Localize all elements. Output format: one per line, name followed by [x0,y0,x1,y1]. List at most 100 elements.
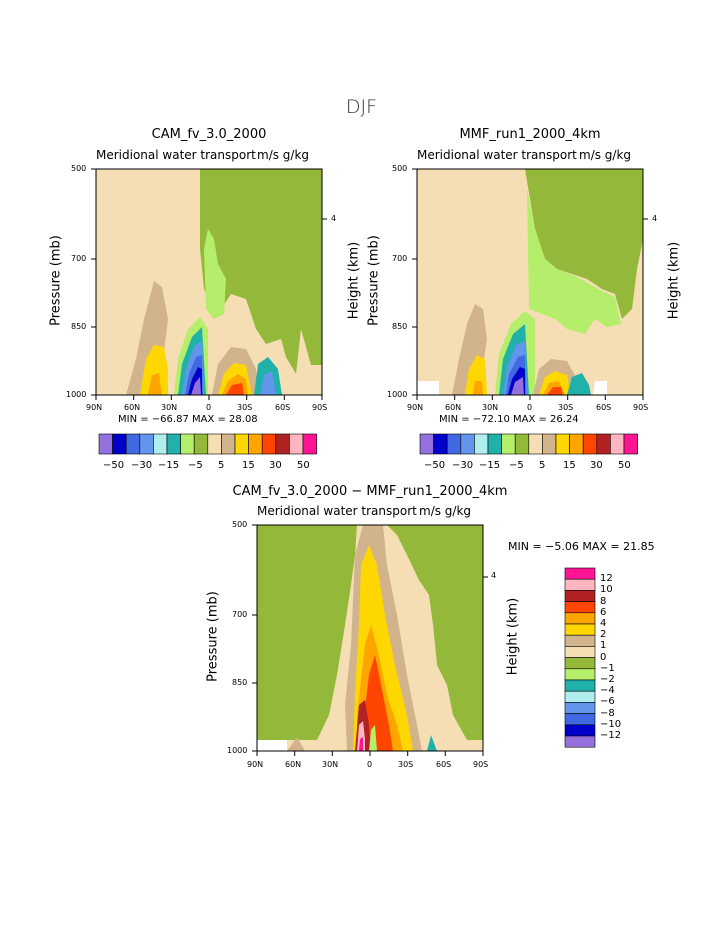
panel-left-ytick: 500 [71,164,87,173]
panel-left-cbar-swatch [221,433,236,455]
panel-left-cbar-label: −5 [188,460,203,471]
panel-right-cbar-label: 30 [590,460,603,471]
panel-diff-ytick: 850 [232,678,248,687]
panel-left-cbar-label: −15 [158,460,180,471]
panel-diff-xtick: 60N [285,760,302,769]
panel-diff-cbar-swatch [564,668,596,681]
panel-right-cbar-swatch [610,433,625,455]
panel-diff-cbar-label: 6 [600,606,607,618]
panel-left-xtick: 90S [312,403,328,412]
panel-left-cbar-label: 15 [242,460,255,471]
panel-diff-cbar-swatch [564,646,596,658]
panel-right-ylabel-right: Height (km) [666,241,682,320]
panel-left-cbar-swatch [275,433,290,455]
panel-diff-cbar-swatch [564,590,596,602]
panel-left-minmax: MIN = −66.87 MAX = 28.08 [118,414,258,425]
panel-right-colorbar [419,433,638,455]
panel-diff-ylabel: Pressure (mb) [205,591,221,682]
panel-right-xtick: 90S [633,403,649,412]
panel-left-right-tick: 4 [331,214,337,223]
panel-right-units: m/s g/kg [579,148,632,162]
panel-right-xtick: 0 [527,403,533,412]
panel-diff-cbar-swatch [564,634,596,647]
panel-diff-xtick: 0 [367,760,373,769]
panel-diff-ylabel-right: Height (km) [505,597,521,676]
panel-diff-xtick: 30S [398,760,414,769]
panel-right-xtick: 30N [482,403,499,412]
panel-left-title: CAM_fv_3.0_2000 [151,127,267,142]
panel-right-cbar-swatch [419,433,434,455]
panel-diff-cbar-label: −4 [600,685,615,697]
panel-right-cbar-swatch [569,433,584,455]
panel-right-xtick: 60S [596,403,612,412]
panel-diff-cbar-label: 1 [600,640,607,652]
panel-right-ytick: 1000 [387,390,408,399]
panel-left-ylabel-right: Height (km) [346,241,362,320]
panel-diff-xtick: 30N [322,760,339,769]
panel-right-cbar-swatch [528,433,543,455]
panel-diff-colorbar [564,567,596,748]
panel-right-cbar-swatch [596,433,611,455]
panel-right-minmax: MIN = −72.10 MAX = 26.24 [439,414,579,425]
panel-left-ytick: 700 [71,254,87,263]
panel-right-cbar-label: 5 [539,460,546,471]
panel-left-ytick: 1000 [66,390,87,399]
figure-title: DJF [345,96,378,118]
panel-diff-cbar-swatch [564,735,596,748]
panel-right-cbar-swatch [623,433,638,455]
panel-right-cbar-swatch [433,433,448,455]
panel-right-cbar-swatch [514,433,530,455]
panel-right-cbar-swatch [460,433,475,455]
panel-right-subtitle: Meridional water transport [417,148,577,162]
panel-right-cbar-label: −50 [424,460,446,471]
panel-left-cbar-swatch [98,433,113,455]
panel-left-cbar-swatch [302,433,317,455]
panel-diff-cbar-label: −1 [600,662,615,674]
panel-diff-ytick: 700 [232,610,248,619]
panel-right-cbar-label: 15 [563,460,576,471]
panel-right-cbar-swatch [487,433,502,455]
panel-diff-cbar-label: 4 [600,618,607,629]
panel-diff-cbar-swatch [564,702,596,714]
panel-left-xtick: 0 [206,403,212,412]
panel-right-cbar-swatch [474,433,489,455]
panel-left-xtick: 90N [86,403,103,412]
panel-diff-cbar-label: 0 [600,651,607,663]
panel-diff-minmax: MIN = −5.06 MAX = 21.85 [508,540,655,553]
panel-right-right-tick: 4 [652,214,658,223]
panel-left-cbar-swatch [180,433,195,455]
panel-right-cbar-swatch [542,433,557,455]
panel-diff-cbar-swatch [564,657,596,670]
panel-diff-xtick: 90S [473,760,489,769]
panel-diff-cbar-label: −12 [600,730,622,741]
panel-diff-xtick: 60S [436,760,452,769]
panel-diff-cbar-swatch [564,601,596,614]
panel-left-subtitle: Meridional water transport [96,148,256,162]
panel-diff-cbar-swatch [564,679,596,692]
panel-diff-cbar-swatch [564,713,596,726]
panel-left-cbar-label: 30 [269,460,282,471]
panel-right-plot [412,168,648,400]
panel-right-cbar-swatch [446,433,462,455]
panel-left-cbar-swatch [234,433,249,455]
panel-left-cbar-swatch [125,433,141,455]
panel-diff-subtitle: Meridional water transport [257,504,417,518]
panel-right-ylabel: Pressure (mb) [366,235,382,326]
panel-right-ytick: 700 [392,254,408,263]
panel-left-xtick: 60S [275,403,291,412]
panel-left-cbar-label: −30 [131,460,153,471]
panel-diff-cbar-swatch [564,623,596,636]
panel-right-cbar-swatch [501,433,516,455]
panel-right-cbar-label: −5 [509,460,524,471]
panel-left-xtick: 30N [161,403,178,412]
panel-diff-ytick: 1000 [227,746,248,755]
panel-left-cbar-label: 5 [218,460,225,471]
panel-diff-cbar-label: 2 [600,629,607,641]
panel-left-ylabel: Pressure (mb) [48,235,64,326]
panel-right-title: MMF_run1_2000_4km [459,127,601,142]
panel-diff-cbar-swatch [564,578,596,591]
panel-left-cbar-swatch [289,433,304,455]
panel-right-xtick: 90N [407,403,424,412]
panel-left-units: m/s g/kg [257,148,310,162]
panel-right-ytick: 500 [392,164,408,173]
